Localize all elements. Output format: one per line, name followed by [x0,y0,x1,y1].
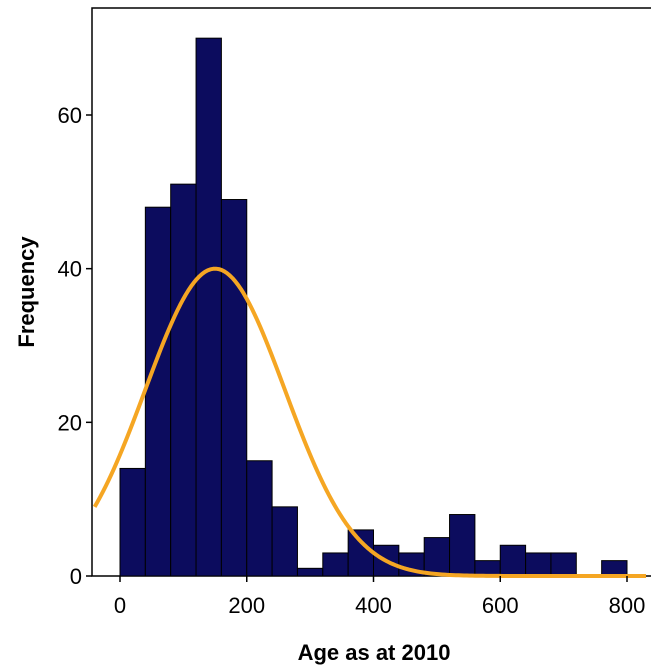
y-axis-title: Frequency [14,236,39,348]
histogram-bar-8 [296,567,324,577]
y-axis-ticks: 0 20 40 60 [58,103,92,589]
histogram-bar-20 [601,560,628,577]
x-axis-title: Age as at 2010 [298,640,451,665]
y-tick-label: 0 [70,564,82,589]
histogram-bar-7 [271,506,298,577]
histogram-bar-15 [474,560,501,577]
histogram-bar-9 [322,552,349,577]
y-tick-label: 40 [58,257,82,282]
x-tick-label: 0 [114,593,126,618]
histogram-bar-14 [449,514,476,577]
histogram-bar-13 [423,537,451,577]
bars-group [119,37,628,577]
histogram-bar-18 [550,552,577,577]
y-tick-label: 20 [58,410,82,435]
histogram-bar-4 [195,37,222,577]
histogram-bar-2 [144,206,172,577]
histogram-bar-10 [347,529,374,577]
x-tick-label: 200 [228,593,265,618]
x-axis-ticks: 0 200 400 600 800 [114,576,645,618]
normal-curve [92,266,647,578]
histogram-bar-16 [499,544,527,577]
histogram-bar-17 [525,552,552,577]
histogram-bar-5 [220,199,248,577]
y-tick-label: 60 [58,103,82,128]
histogram-bar-3 [170,183,197,577]
x-tick-label: 400 [355,593,392,618]
histogram-bar-6 [246,460,273,577]
histogram-bar-1 [119,467,146,577]
x-tick-label: 600 [482,593,519,618]
x-tick-label: 800 [609,593,646,618]
